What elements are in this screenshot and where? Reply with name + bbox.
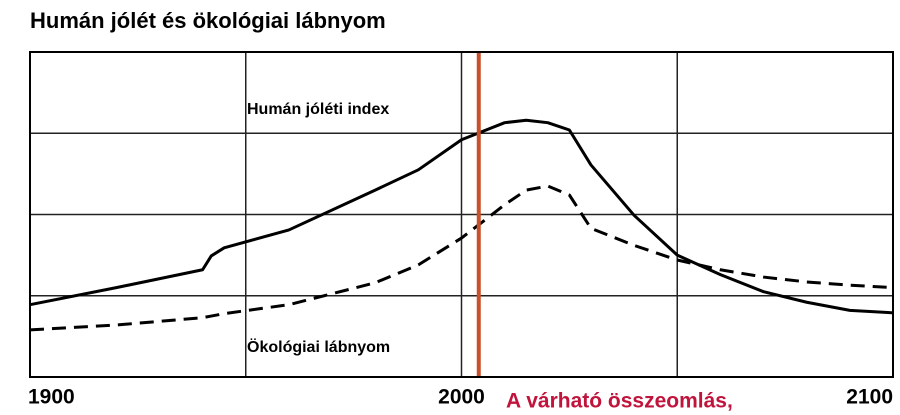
chart: Humán jólét és ökológiai lábnyom 1900 200… (0, 0, 900, 415)
series-label: Ökológiai lábnyom (247, 337, 390, 356)
series-label: Humán jóléti index (247, 101, 389, 118)
x-tick-label: 1900 (28, 386, 75, 409)
chart-title: Humán jólét és ökológiai lábnyom (30, 8, 386, 33)
annotation: A várható összeomlás, (506, 390, 733, 413)
x-tick-label: 2100 (846, 386, 893, 409)
x-tick-label: 2000 (438, 386, 485, 409)
